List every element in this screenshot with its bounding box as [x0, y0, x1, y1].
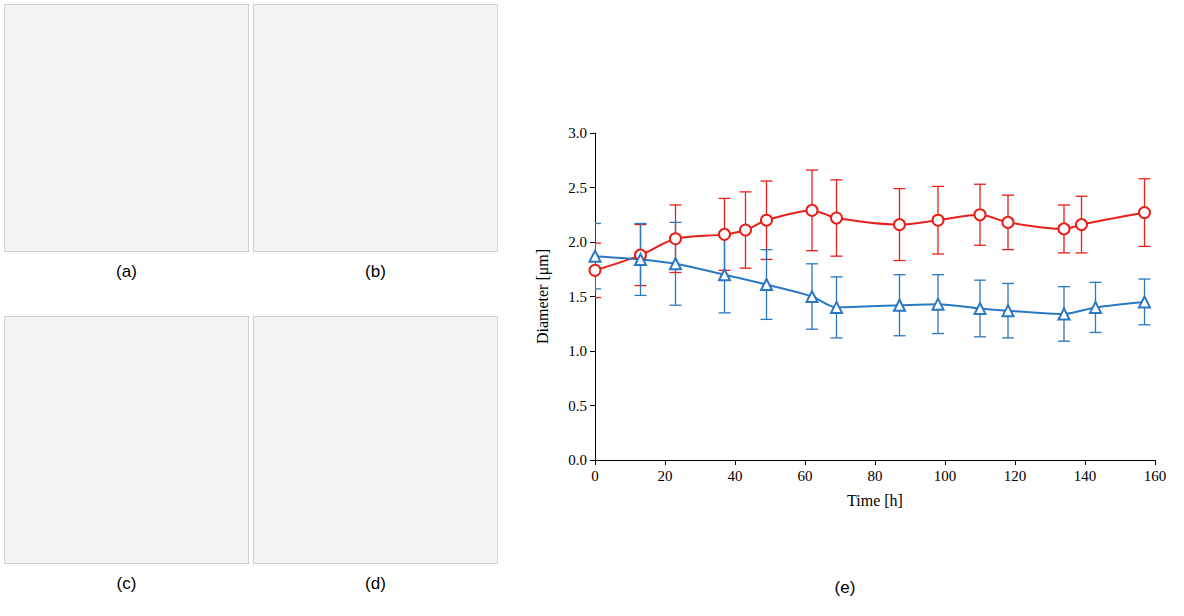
svg-text:1.0: 1.0: [568, 343, 587, 359]
svg-text:2.0: 2.0: [568, 234, 587, 250]
svg-text:160: 160: [1144, 468, 1167, 484]
svg-text:80: 80: [868, 468, 883, 484]
svg-text:Time [h]: Time [h]: [847, 492, 903, 509]
svg-text:Diameter [μm]: Diameter [μm]: [534, 249, 552, 344]
html-text:(d): (d): [365, 574, 386, 593]
html-text:(a): (a): [116, 262, 137, 281]
svg-text:0: 0: [591, 468, 599, 484]
svg-text:20: 20: [658, 468, 673, 484]
svg-text:0.5: 0.5: [568, 398, 587, 414]
svg-text:2.5: 2.5: [568, 180, 587, 196]
svg-text:60: 60: [798, 468, 813, 484]
svg-text:100: 100: [934, 468, 957, 484]
html-text:(c): (c): [116, 574, 137, 593]
svg-text:1.5: 1.5: [568, 289, 587, 305]
svg-text:40: 40: [728, 468, 743, 484]
html-text:(b): (b): [365, 262, 386, 281]
html-text:(e): (e): [834, 578, 856, 597]
svg-text:120: 120: [1004, 468, 1027, 484]
svg-text:0.0: 0.0: [568, 452, 587, 468]
svg-text:140: 140: [1074, 468, 1097, 484]
svg-text:3.0: 3.0: [568, 125, 587, 141]
